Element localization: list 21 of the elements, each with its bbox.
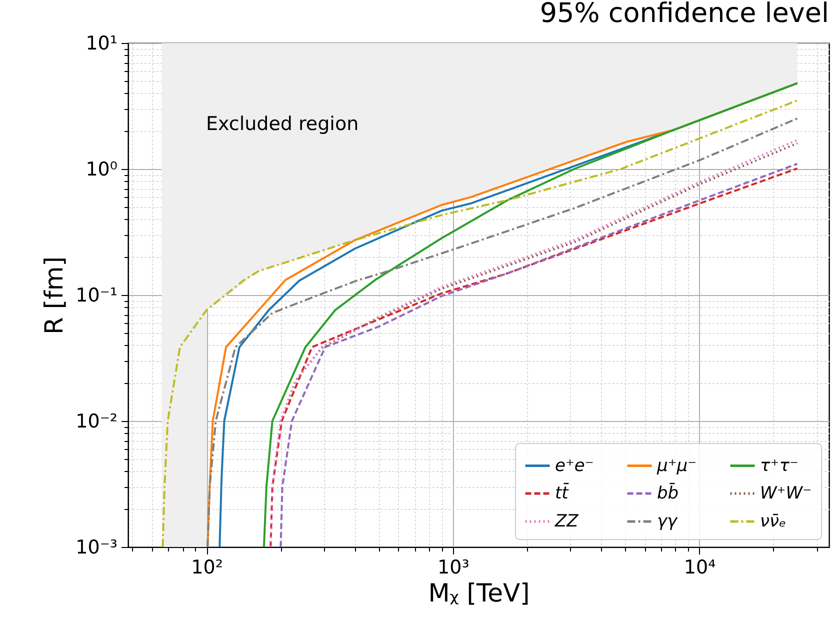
x-tick-label: 10³ (438, 556, 470, 578)
y-tick-label: 10¹ (86, 32, 118, 54)
legend-label: μ⁺μ⁻ (656, 456, 697, 476)
x-tick-label: 10² (191, 556, 223, 578)
legend-label: νν̄ₑ (760, 512, 786, 532)
y-tick-label: 10⁻³ (76, 536, 118, 558)
x-tick-label: 10⁴ (684, 556, 716, 578)
legend-label: W⁺W⁻ (760, 484, 812, 504)
chart-title: 95% confidence level (540, 0, 829, 29)
legend-label: tt̄ (555, 482, 570, 504)
y-axis-title: R [fm] (40, 256, 69, 334)
annotation: Excluded region (206, 113, 359, 135)
y-tick-label: 10⁻² (76, 410, 118, 432)
legend-label: τ⁺τ⁻ (760, 456, 798, 476)
y-tick-label: 10⁻¹ (76, 284, 118, 306)
legend-label: e⁺e⁻ (555, 456, 594, 476)
legend-label: ZZ (554, 512, 579, 532)
x-axis-title: Mᵪ [TeV] (428, 578, 530, 608)
legend-label: bb̄ (657, 482, 679, 504)
y-tick-label: 10⁰ (86, 158, 118, 180)
legend-label: γγ (657, 512, 678, 532)
